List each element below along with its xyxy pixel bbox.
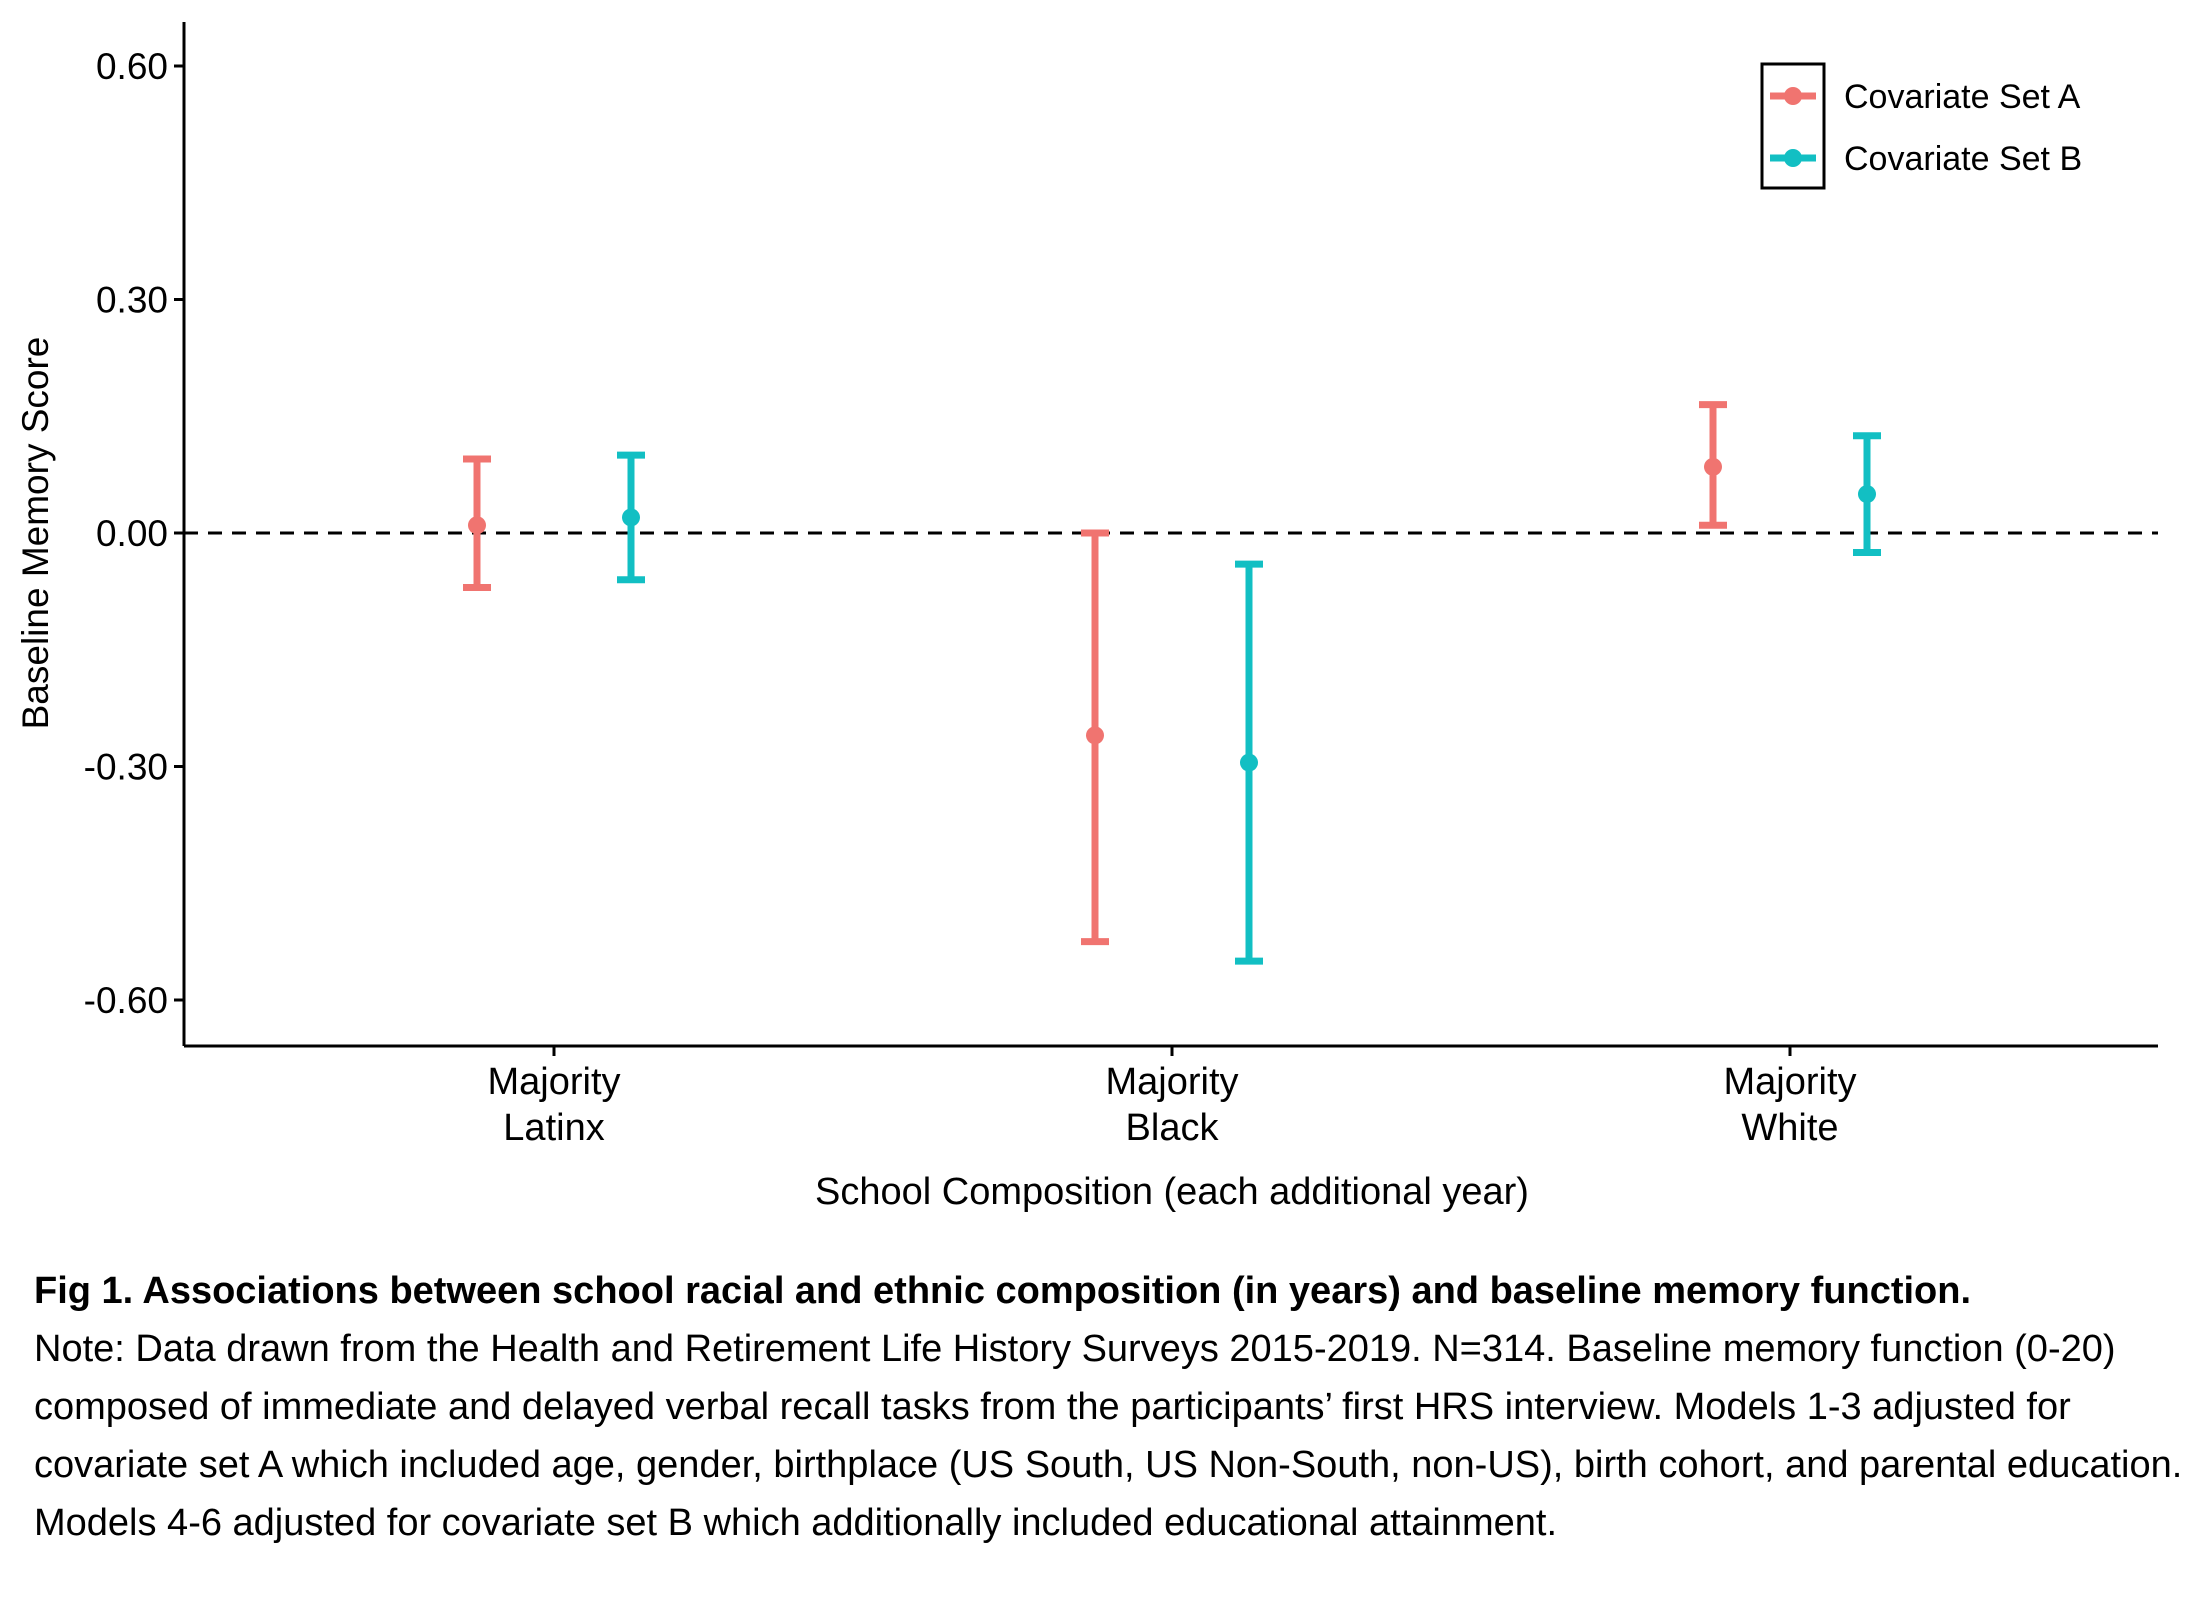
legend-swatch-point bbox=[1784, 87, 1802, 105]
x-axis-label: School Composition (each additional year… bbox=[815, 1171, 1529, 1213]
error-bar-b bbox=[1235, 560, 1263, 965]
figure-caption: Fig 1. Associations between school racia… bbox=[34, 1262, 2184, 1552]
y-tick-label: 0.60 bbox=[96, 46, 168, 87]
x-tick-label: Majority bbox=[1723, 1061, 1856, 1103]
legend-label: Covariate Set B bbox=[1844, 140, 2082, 178]
point-estimate bbox=[622, 508, 640, 527]
error-bar-b bbox=[617, 451, 645, 584]
x-tick-label: White bbox=[1741, 1107, 1838, 1149]
y-tick-label: 0.30 bbox=[96, 280, 168, 321]
point-estimate bbox=[1704, 457, 1722, 476]
x-tick-label: Latinx bbox=[503, 1107, 604, 1149]
error-bar-a bbox=[1081, 529, 1109, 946]
y-tick-label: 0.00 bbox=[96, 513, 168, 554]
x-tick-label: Majority bbox=[487, 1061, 620, 1103]
x-tick-label: Black bbox=[1126, 1107, 1220, 1149]
error-bar-chart: 0.600.300.00-0.30-0.60MajorityLatinxMajo… bbox=[15, 22, 2158, 1213]
error-bar-b bbox=[1853, 432, 1881, 556]
y-axis-label: Baseline Memory Score bbox=[15, 337, 56, 730]
caption-title: Fig 1. Associations between school racia… bbox=[34, 1270, 1972, 1312]
point-estimate bbox=[1858, 485, 1876, 504]
legend-swatch-point bbox=[1784, 149, 1802, 167]
legend: Covariate Set A Covariate Set B bbox=[1760, 62, 2082, 190]
x-tick-label: Majority bbox=[1105, 1061, 1238, 1103]
point-estimate bbox=[1086, 726, 1104, 745]
chart-marks bbox=[463, 401, 1881, 965]
y-tick-label: -0.30 bbox=[84, 746, 168, 787]
legend-item: Covariate Set B bbox=[1770, 140, 2082, 178]
legend-key-box bbox=[1760, 62, 1826, 190]
legend-label: Covariate Set A bbox=[1844, 78, 2081, 116]
point-estimate bbox=[468, 516, 486, 535]
error-bar-a bbox=[1699, 401, 1727, 529]
point-estimate bbox=[1240, 753, 1258, 772]
error-bar-a bbox=[463, 455, 491, 591]
legend-item: Covariate Set A bbox=[1770, 78, 2081, 116]
axes: 0.600.300.00-0.30-0.60MajorityLatinxMajo… bbox=[84, 22, 2158, 1149]
y-tick-label: -0.60 bbox=[84, 980, 168, 1021]
caption-note: Note: Data drawn from the Health and Ret… bbox=[34, 1328, 2183, 1544]
